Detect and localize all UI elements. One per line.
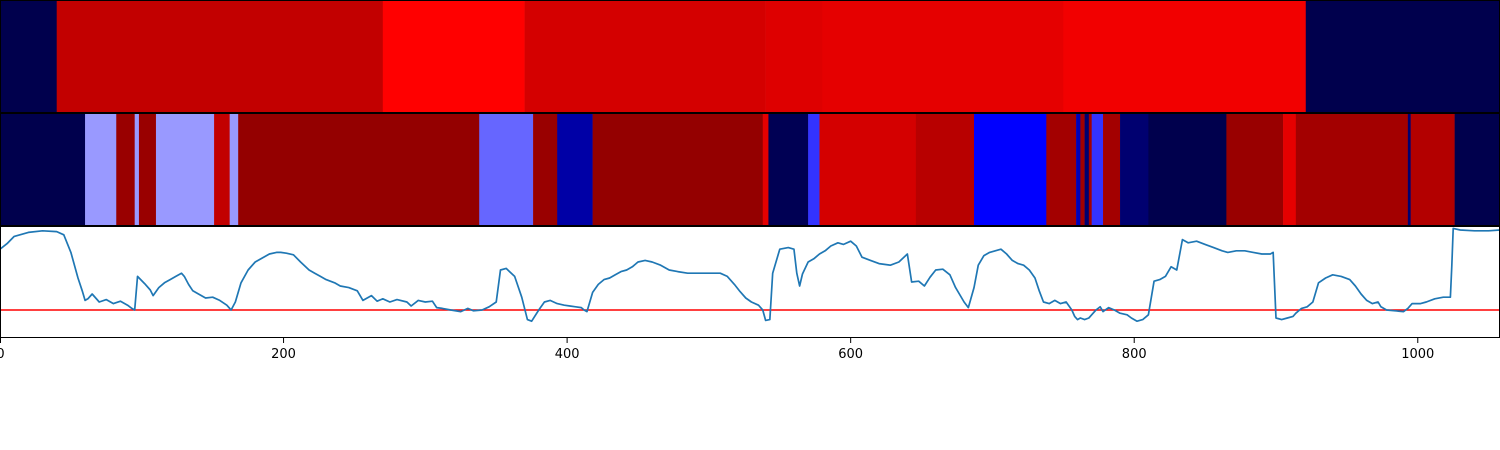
- heatmap-segment-5: [155, 113, 215, 226]
- heatmap-segment-3: [524, 0, 766, 113]
- heatmap-segment-16: [819, 113, 917, 226]
- heatmap-segment-6: [1063, 0, 1307, 113]
- heatmap-segment-30: [1295, 113, 1409, 226]
- heatmap-segment-33: [1454, 113, 1500, 226]
- heatmap-segment-24: [1091, 113, 1104, 226]
- heatmap-segment-0: [0, 113, 86, 226]
- heatmap-segment-0: [0, 0, 58, 113]
- heatmap-segment-4: [138, 113, 157, 226]
- heatmap-segment-23: [1088, 113, 1092, 226]
- heatmap-segment-32: [1410, 113, 1455, 226]
- x-tick-label: 800: [1122, 347, 1147, 362]
- heatmap-segment-17: [915, 113, 975, 226]
- heatmap-panel-middle: [0, 113, 1500, 226]
- line-panel-background: [0, 226, 1500, 338]
- heatmap-segment-7: [229, 113, 239, 226]
- heatmap-segment-11: [557, 113, 593, 226]
- heatmap-segment-4: [765, 0, 823, 113]
- x-tick-label: 400: [555, 347, 580, 362]
- x-tick-label: 600: [838, 347, 863, 362]
- line-panel: 0 200 400 600 800 1000: [0, 226, 1500, 362]
- heatmap-segment-7: [1305, 0, 1500, 113]
- heatmap-segment-5: [822, 0, 1064, 113]
- heatmap-segment-28: [1226, 113, 1284, 226]
- heatmap-segment-29: [1283, 113, 1297, 226]
- heatmap-segment-22: [1084, 113, 1090, 226]
- heatmap-segment-19: [1046, 113, 1077, 226]
- heatmap-segment-14: [768, 113, 809, 226]
- heatmap-segment-21: [1080, 113, 1085, 226]
- heatmap-segment-8: [238, 113, 480, 226]
- x-tick-label: 200: [271, 347, 296, 362]
- x-tick-label: 0: [0, 347, 5, 362]
- heatmap-panel-top: [0, 0, 1500, 113]
- x-tick-label: 1000: [1401, 347, 1434, 362]
- heatmap-segment-18: [974, 113, 1047, 226]
- x-axis: 0 200 400 600 800 1000: [0, 226, 1500, 362]
- heatmap-segment-25: [1103, 113, 1121, 226]
- heatmap-segment-6: [214, 113, 230, 226]
- heatmap-segment-12: [592, 113, 764, 226]
- heatmap-segment-20: [1076, 113, 1081, 226]
- heatmap-segment-13: [762, 113, 769, 226]
- heatmap-segment-3: [134, 113, 140, 226]
- heatmap-segment-1: [56, 0, 384, 113]
- heatmap-segment-10: [533, 113, 558, 226]
- series-line: [0, 227, 1500, 323]
- heatmap-segment-1: [85, 113, 117, 226]
- heatmap-segment-26: [1120, 113, 1149, 226]
- heatmap-segment-2: [116, 113, 135, 226]
- heatmap-segment-9: [479, 113, 534, 226]
- heatmap-segment-31: [1407, 113, 1411, 226]
- heatmap-segment-2: [382, 0, 525, 113]
- heatmap-segment-27: [1148, 113, 1227, 226]
- heatmap-segment-15: [808, 113, 820, 226]
